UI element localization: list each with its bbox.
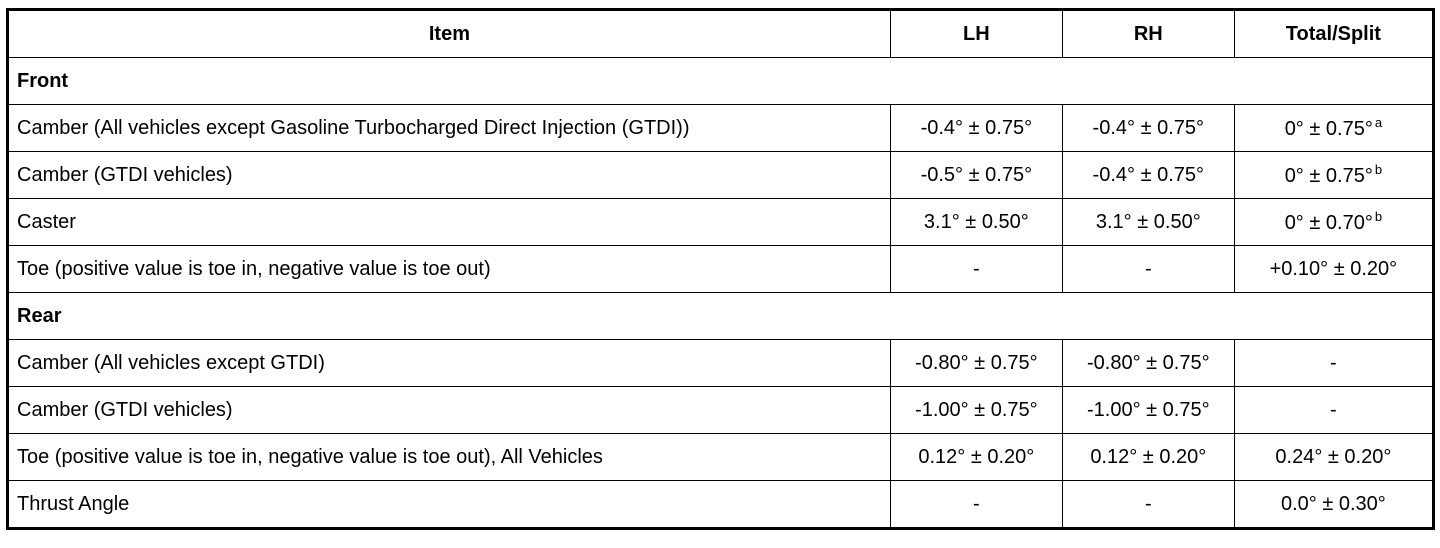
lh-cell: -0.4° ± 0.75° (889, 104, 1063, 152)
total-value: - (1330, 398, 1337, 421)
item-cell: Camber (GTDI vehicles) (7, 151, 891, 199)
total-cell: 0° ± 0.75° a (1233, 104, 1435, 152)
footnote-marker: b (1374, 209, 1383, 224)
total-value: 0° ± 0.75° (1284, 165, 1373, 187)
table-row: Caster 3.1° ± 0.50° 3.1° ± 0.50° 0° ± 0.70°… (7, 198, 1435, 246)
rh-cell: - (1061, 245, 1235, 293)
table-row: Thrust Angle - -0.0° ± 0.30° (7, 480, 1435, 529)
total-cell: 0° ± 0.70° b (1233, 198, 1435, 246)
table-row: Toe (positive value is toe in, negative … (7, 433, 1435, 481)
section-title: Rear (7, 292, 1434, 340)
footnote-marker: a (1374, 115, 1383, 130)
rh-cell: -1.00° ± 0.75° (1061, 386, 1235, 434)
rh-cell: - (1061, 480, 1235, 529)
total-value: - (1330, 351, 1337, 374)
total-cell: +0.10° ± 0.20° (1233, 245, 1435, 293)
section-row: Rear (7, 292, 1434, 340)
item-cell: Toe (positive value is toe in, negative … (7, 245, 891, 293)
total-cell: - (1233, 339, 1435, 387)
header-item: Item (7, 9, 891, 58)
rh-cell: -0.80° ± 0.75° (1061, 339, 1235, 387)
total-value: 0° ± 0.75° (1284, 118, 1373, 140)
rh-cell: 3.1° ± 0.50° (1061, 198, 1235, 246)
total-value: 0.0° ± 0.30° (1280, 492, 1386, 515)
lh-cell: - (889, 480, 1063, 529)
header-total: Total/Split (1233, 9, 1435, 58)
section-row: Front (7, 57, 1434, 105)
section-title: Front (7, 57, 1434, 105)
table-row: Camber (All vehicles except GTDI) -0.80° … (7, 339, 1435, 387)
footnote-marker: b (1374, 162, 1383, 177)
item-cell: Caster (7, 198, 891, 246)
rh-cell: -0.4° ± 0.75° (1061, 104, 1235, 152)
table-row: Toe (positive value is toe in, negative … (7, 245, 1435, 293)
lh-cell: - (889, 245, 1063, 293)
total-value: 0.24° ± 0.20° (1275, 445, 1392, 468)
total-cell: 0.24° ± 0.20° (1233, 433, 1435, 481)
rh-cell: 0.12° ± 0.20° (1061, 433, 1235, 481)
table-row: Camber (All vehicles except Gasoline Tur… (7, 104, 1435, 152)
total-cell: 0.0° ± 0.30° (1233, 480, 1435, 529)
lh-cell: 3.1° ± 0.50° (889, 198, 1063, 246)
table-row: Camber (GTDI vehicles) -1.00° ± 0.75° -1.0… (7, 386, 1435, 434)
item-cell: Camber (All vehicles except GTDI) (7, 339, 891, 387)
total-value: 0° ± 0.70° (1284, 212, 1373, 234)
header-rh: RH (1061, 9, 1235, 58)
lh-cell: -0.80° ± 0.75° (889, 339, 1063, 387)
item-cell: Thrust Angle (7, 480, 891, 529)
item-cell: Camber (GTDI vehicles) (7, 386, 891, 434)
lh-cell: -0.5° ± 0.75° (889, 151, 1063, 199)
alignment-spec-table: Item LH RH Total/Split Front Camber (All … (6, 8, 1435, 530)
header-row: Item LH RH Total/Split (7, 9, 1435, 58)
rh-cell: -0.4° ± 0.75° (1061, 151, 1235, 199)
item-cell: Camber (All vehicles except Gasoline Tur… (7, 104, 891, 152)
total-cell: 0° ± 0.75° b (1233, 151, 1435, 199)
lh-cell: -1.00° ± 0.75° (889, 386, 1063, 434)
lh-cell: 0.12° ± 0.20° (889, 433, 1063, 481)
item-cell: Toe (positive value is toe in, negative … (7, 433, 891, 481)
table-row: Camber (GTDI vehicles) -0.5° ± 0.75° -0.4°… (7, 151, 1435, 199)
total-cell: - (1233, 386, 1435, 434)
total-value: +0.10° ± 0.20° (1269, 257, 1398, 280)
header-lh: LH (889, 9, 1063, 58)
